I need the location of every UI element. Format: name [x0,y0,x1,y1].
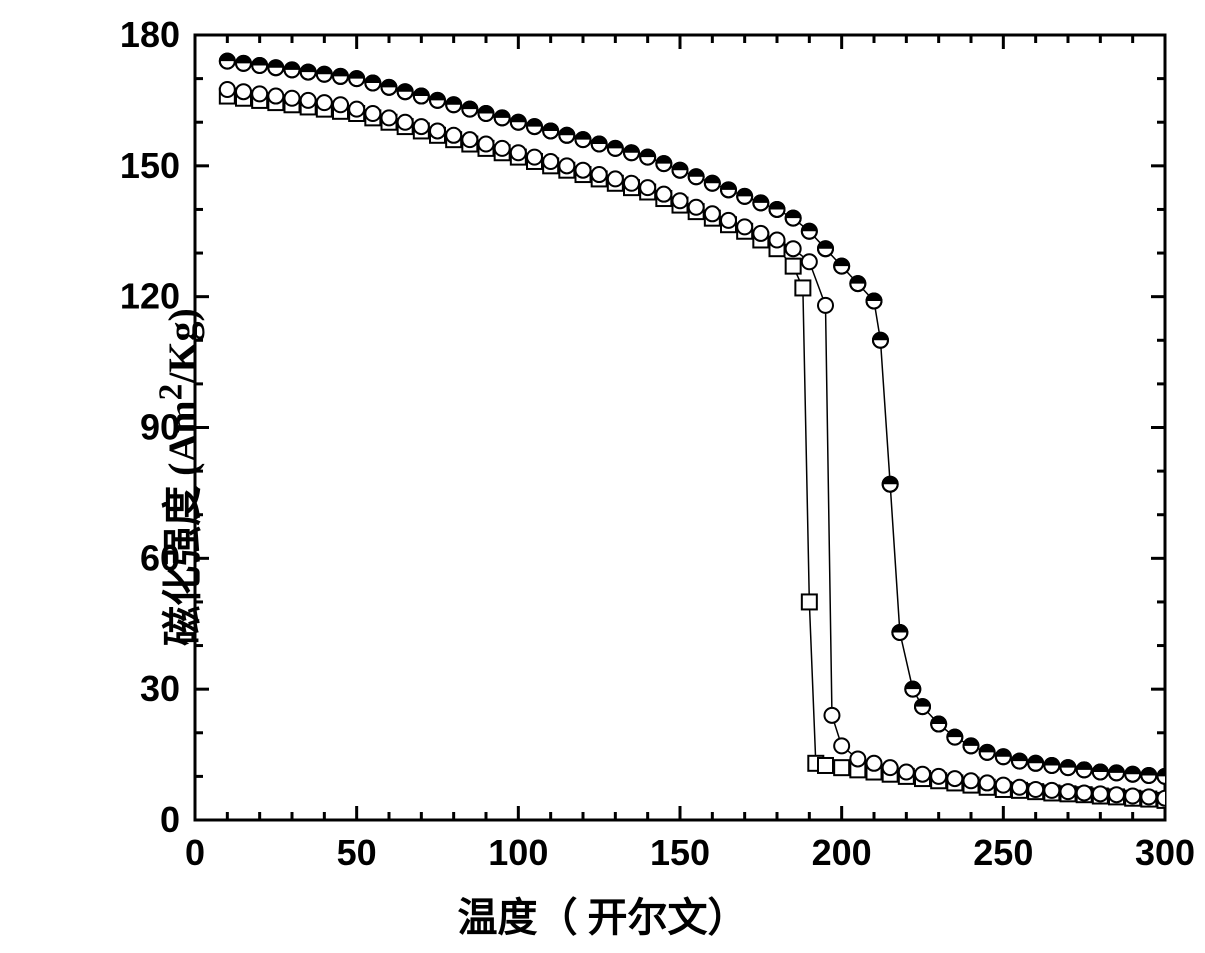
x-tick-label: 300 [1135,832,1195,873]
x-tick-label: 250 [973,832,1033,873]
x-tick-label: 200 [812,832,872,873]
x-axis-label: 温度（ 开尔文） [458,885,748,943]
y-tick-label: 30 [140,668,180,709]
y-tick-label: 150 [120,145,180,186]
x-tick-label: 0 [185,832,205,873]
x-tick-label: 150 [650,832,710,873]
y-tick-label: 0 [160,799,180,840]
y-axis-label: 磁化强度 (Am2/Kg) [150,308,208,646]
chart-container: 0501001502002503000306090120150180 磁化强度 … [0,0,1205,953]
y-tick-label: 180 [120,14,180,55]
x-tick-label: 50 [337,832,377,873]
x-tick-label: 100 [488,832,548,873]
